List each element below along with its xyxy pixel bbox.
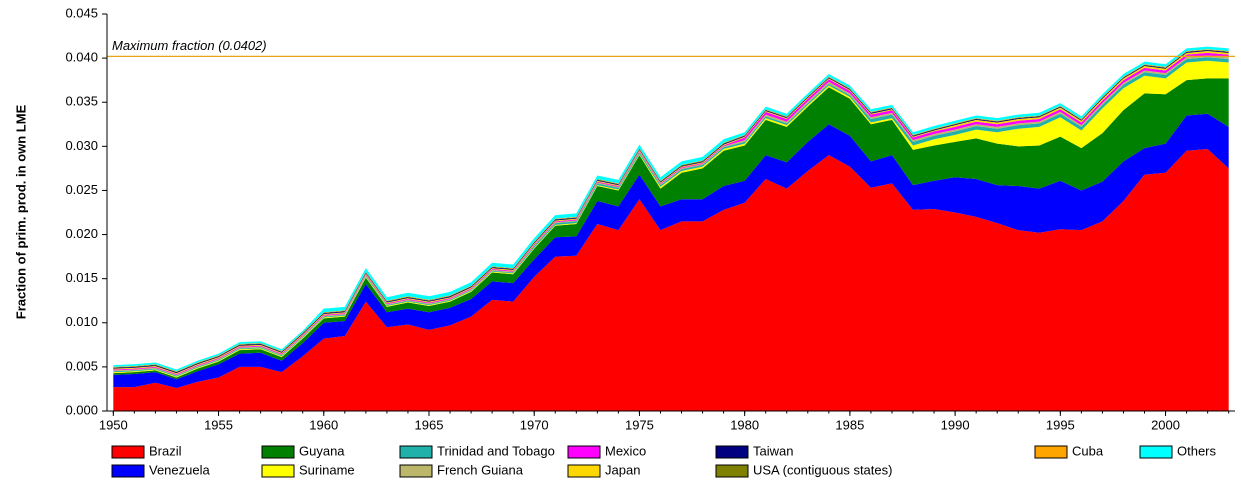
y-axis-label: Fraction of prim. prod. in own LME (13, 104, 28, 319)
x-tick-label: 1960 (309, 417, 338, 432)
legend-swatch (1139, 445, 1173, 459)
area (113, 60, 1229, 378)
legend-label: Japan (605, 462, 640, 477)
x-tick-label: 1965 (415, 417, 444, 432)
legend-swatch (111, 464, 145, 478)
area (113, 113, 1229, 389)
y-tick-label: 0.045 (65, 5, 98, 20)
x-tick-label: 1995 (1046, 417, 1075, 432)
y-tick-label: 0.000 (65, 402, 98, 417)
legend-label: Cuba (1072, 443, 1104, 458)
legend-swatch (261, 464, 295, 478)
y-tick-label: 0.010 (65, 314, 98, 329)
y-tick-label: 0.015 (65, 270, 98, 285)
legend-label: Brazil (149, 443, 182, 458)
legend-label: French Guiana (437, 462, 524, 477)
legend-swatch (399, 445, 433, 459)
x-tick-label: 2000 (1151, 417, 1180, 432)
legend-swatch (111, 445, 145, 459)
x-tick-label: 1985 (835, 417, 864, 432)
legend-swatch (715, 464, 749, 478)
y-tick-label: 0.005 (65, 358, 98, 373)
legend-swatch (567, 445, 601, 459)
area (113, 78, 1229, 380)
legend-label: Suriname (299, 462, 355, 477)
legend-label: USA (contiguous states) (753, 462, 892, 477)
area (113, 148, 1229, 412)
y-tick-label: 0.025 (65, 182, 98, 197)
legend-swatch (261, 445, 295, 459)
x-tick-label: 1990 (941, 417, 970, 432)
legend-label: Guyana (299, 443, 345, 458)
legend-label: Taiwan (753, 443, 793, 458)
legend-swatch (715, 445, 749, 459)
y-tick-label: 0.035 (65, 94, 98, 109)
legend-swatch (399, 464, 433, 478)
reference-label: Maximum fraction (0.0402) (112, 38, 267, 53)
legend-swatch (1034, 445, 1068, 459)
legend-label: Mexico (605, 443, 646, 458)
x-tick-label: 1975 (625, 417, 654, 432)
legend-label: Trinidad and Tobago (437, 443, 555, 458)
legend-swatch (567, 464, 601, 478)
x-tick-label: 1955 (204, 417, 233, 432)
y-tick-label: 0.020 (65, 226, 98, 241)
y-tick-label: 0.030 (65, 138, 98, 153)
x-tick-label: 1950 (99, 417, 128, 432)
x-tick-label: 1970 (520, 417, 549, 432)
y-tick-label: 0.040 (65, 50, 98, 65)
legend-label: Venezuela (149, 462, 210, 477)
legend-label: Others (1177, 443, 1217, 458)
x-tick-label: 1980 (730, 417, 759, 432)
